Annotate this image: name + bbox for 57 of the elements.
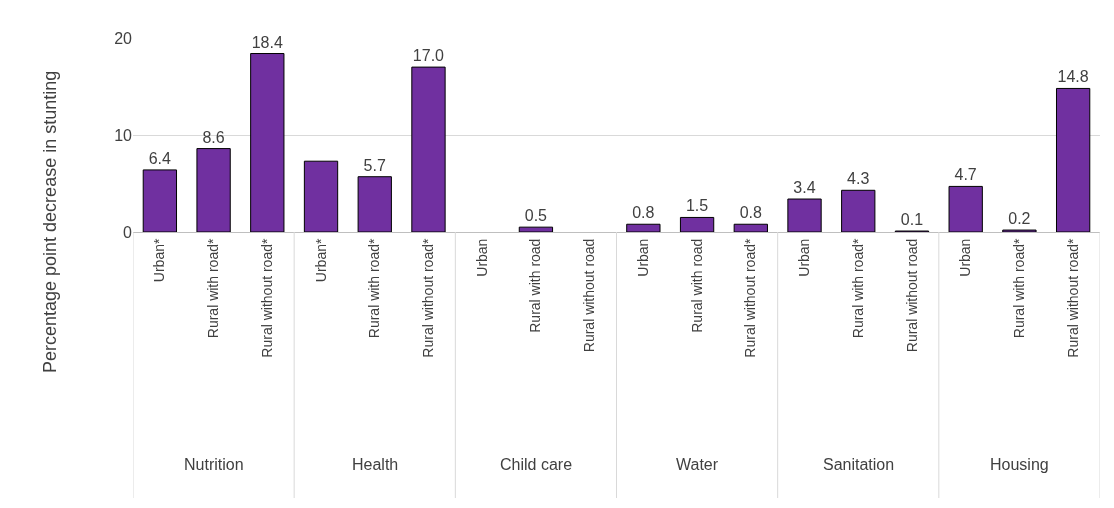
bar	[733, 223, 768, 232]
text: Housing	[990, 456, 1049, 473]
y-tick-label: 10	[114, 126, 133, 144]
text: Sanitation	[823, 456, 895, 473]
x-tick-label: Rural with road	[527, 238, 544, 333]
y-tick-label: 0	[123, 223, 133, 241]
x-tick-label: Rural without road*	[742, 238, 759, 358]
x-tick-label: Rural without road*	[420, 238, 437, 358]
x-tick-label: Urban*	[312, 238, 329, 283]
text: Water	[676, 456, 719, 473]
x-tick-label: Urban	[957, 238, 974, 277]
data-label: 0.2	[1008, 210, 1031, 228]
x-tick-label: Rural without road*	[1064, 238, 1081, 358]
data-label: 18.4	[251, 33, 283, 51]
bar	[518, 226, 554, 232]
data-label: 0.8	[739, 204, 762, 222]
data-label: 4.7	[954, 166, 977, 184]
data-label: 3.4	[793, 179, 816, 197]
x-tick-label: Rural with road*	[849, 238, 866, 339]
bar	[142, 169, 178, 232]
x-tick-label: Rural without road	[581, 238, 598, 353]
x-tick-label: Urban	[473, 238, 490, 277]
x-tick-label: Rural without road*	[258, 238, 275, 358]
bar	[196, 148, 231, 232]
x-tick-label: Rural without road	[903, 238, 920, 353]
bar	[250, 53, 285, 232]
text: Nutrition	[184, 456, 244, 473]
bar	[303, 160, 339, 232]
x-tick-label: Rural with road*	[1010, 238, 1027, 339]
bar	[948, 185, 983, 232]
data-label: 5.7	[363, 156, 386, 174]
x-tick-label: Urban	[634, 238, 651, 277]
data-label: 0.1	[900, 211, 924, 229]
data-label: 0.8	[632, 204, 655, 222]
data-label: 17.0	[412, 47, 445, 65]
data-label: 6.4	[148, 149, 172, 167]
x-tick-label: Urban*	[151, 238, 168, 283]
bar	[841, 189, 876, 232]
bar	[626, 223, 661, 232]
data-label: 1.5	[685, 197, 709, 215]
bar	[357, 176, 392, 232]
bar	[679, 216, 715, 232]
x-tick-label: Rural with road*	[205, 238, 222, 339]
bar	[411, 66, 446, 232]
data-label: 4.3	[847, 170, 870, 188]
bar	[787, 198, 822, 232]
y-axis-title: Percentage point decrease in stunting	[40, 70, 60, 373]
x-tick-label: Urban	[796, 238, 813, 277]
x-tick-label: Rural with road*	[366, 238, 383, 339]
text: Child care	[500, 456, 573, 473]
x-tick-label: Rural with road	[688, 238, 705, 333]
data-label: 0.5	[524, 207, 548, 225]
bar	[1055, 87, 1091, 232]
y-tick-label: 20	[114, 29, 133, 47]
data-label: 14.8	[1057, 68, 1089, 86]
text: Health	[352, 456, 399, 473]
data-label: 8.6	[202, 128, 225, 146]
